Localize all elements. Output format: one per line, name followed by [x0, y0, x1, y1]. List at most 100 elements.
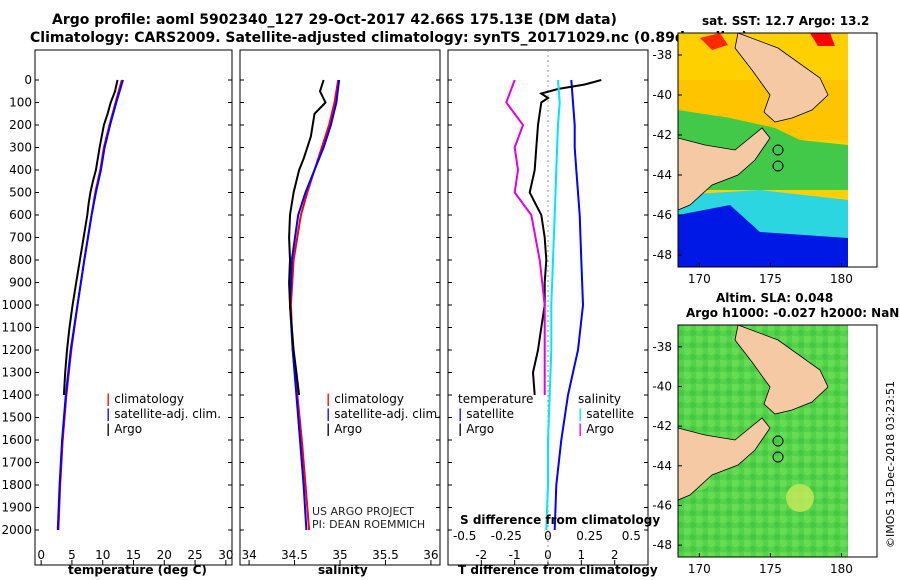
legend-argo: Argo: [586, 422, 615, 436]
series-line: [56, 79, 124, 531]
s-tick-label: 0.5: [622, 529, 641, 543]
y-tick-label: 600: [9, 208, 32, 222]
map-y-tick-label: -48: [652, 538, 672, 552]
map-y-tick-label: -48: [652, 248, 672, 262]
series-line: [57, 79, 123, 531]
x-tick-label: 1: [578, 548, 586, 562]
legend-satellite: satellite: [466, 407, 515, 421]
y-tick-label: 900: [9, 276, 32, 290]
s-tick-label: 0: [544, 529, 552, 543]
temperature-legend: | climatology | satellite-adj. clim. | A…: [106, 392, 222, 436]
series-line: [288, 79, 341, 531]
legend-climatology: climatology: [334, 392, 404, 406]
series-line: [528, 79, 602, 396]
x-tick-label: -2: [475, 548, 487, 562]
y-tick-label: 1600: [1, 433, 32, 447]
map-x-tick-label: 180: [830, 272, 853, 286]
y-tick-label: 200: [9, 118, 32, 132]
temperature-panel: 0 5 10 15 20 25 300100200300400500600700800900…: [1, 49, 233, 566]
x-tick-label: 36: [423, 548, 438, 562]
series-line: [553, 79, 585, 531]
x-tick-label: 15: [126, 548, 141, 562]
map-x-tick-label: 180: [830, 562, 853, 576]
map-y-tick-label: -44: [652, 168, 672, 182]
s-difference-xlabel: S difference from climatology: [460, 513, 661, 527]
project-credit: US ARGO PROJECT PI: DEAN ROEMMICH: [312, 505, 425, 531]
series-line: [288, 79, 327, 396]
legend-title: temperature: [458, 392, 534, 406]
y-tick-label: 800: [9, 253, 32, 267]
x-tick-label: 34: [241, 548, 256, 562]
y-tick-label: 1100: [1, 321, 32, 335]
sla-map-title: Altim. SLA: 0.048: [716, 291, 834, 305]
y-tick-label: 1800: [1, 478, 32, 492]
chart-title-line2: Climatology: CARS2009. Satellite-adjuste…: [30, 30, 748, 46]
project-name: US ARGO PROJECT: [312, 505, 414, 518]
y-tick-label: 1200: [1, 343, 32, 357]
map-x-tick-label: 175: [759, 272, 782, 286]
series-line: [62, 79, 119, 396]
map-x-tick-label: 170: [688, 562, 711, 576]
legend-title: salinity: [578, 392, 622, 406]
legend-argo: Argo: [114, 422, 143, 436]
chart-title-line1: Argo profile: aoml 5902340_127 29-Oct-20…: [52, 12, 617, 28]
y-tick-label: 700: [9, 231, 32, 245]
map-x-tick-label: 170: [688, 272, 711, 286]
legend-satellite-adj: satellite-adj. clim.: [334, 407, 442, 421]
legend-climatology: climatology: [114, 392, 184, 406]
legend-argo: Argo: [334, 422, 363, 436]
s-tick-label: -0.5: [453, 529, 476, 543]
y-tick-label: 1900: [1, 501, 32, 515]
map-x-tick-label: 175: [759, 562, 782, 576]
s-tick-label: 0.25: [576, 529, 603, 543]
map-y-tick-label: -42: [652, 419, 672, 433]
map-y-tick-label: -38: [652, 340, 672, 354]
salinity-legend: | climatology | satellite-adj. clim. | A…: [326, 392, 442, 436]
x-tick-label: 2: [611, 548, 619, 562]
series-line: [505, 79, 546, 395]
difference-salinity-legend: salinity | satellite | Argo: [578, 392, 635, 436]
y-tick-label: 500: [9, 186, 32, 200]
x-tick-label: 5: [68, 548, 76, 562]
s-tick-label: -0.25: [491, 529, 522, 543]
legend-satellite-adj: satellite-adj. clim.: [114, 407, 222, 421]
t-difference-xlabel: T difference from climatology: [458, 563, 658, 577]
y-tick-label: 1500: [1, 411, 32, 425]
map-y-tick-label: -42: [652, 128, 672, 142]
y-tick-label: 1000: [1, 298, 32, 312]
map-y-tick-label: -40: [652, 379, 672, 393]
x-tick-label: -1: [509, 548, 521, 562]
sst-map: 170 175 180 -38 -40 -42 -44 -46 -48: [652, 32, 878, 286]
x-tick-label: 0: [37, 548, 45, 562]
sst-map-title: sat. SST: 12.7 Argo: 13.2: [702, 14, 870, 28]
x-tick-label: 10: [95, 548, 110, 562]
salinity-xlabel: salinity: [318, 563, 368, 577]
y-tick-label: 0: [24, 73, 32, 87]
x-tick-label: 34.5: [281, 548, 308, 562]
x-tick-label: 30: [218, 548, 233, 562]
y-tick-label: 100: [9, 96, 32, 110]
y-tick-label: 1400: [1, 388, 32, 402]
x-tick-label: 35.5: [372, 548, 399, 562]
legend-argo: Argo: [466, 422, 495, 436]
map-y-tick-label: -38: [652, 48, 672, 62]
legend-satellite: satellite: [586, 407, 635, 421]
series-line: [289, 79, 340, 531]
y-tick-label: 2000: [1, 523, 32, 537]
salinity-panel: 34 34.5 35 35.5 36: [239, 49, 441, 566]
map-y-tick-label: -40: [652, 88, 672, 102]
x-tick-label: 35: [332, 548, 347, 562]
y-tick-label: 1300: [1, 366, 32, 380]
sla-map: 170 175 180 -38 -40 -42 -44 -46 -48: [652, 324, 878, 576]
series-line: [545, 79, 561, 531]
map-y-tick-label: -46: [652, 498, 672, 512]
map-y-tick-label: -44: [652, 459, 672, 473]
imos-credit: ©IMOS 13-Dec-2018 03:23:51: [884, 381, 897, 548]
y-tick-label: 300: [9, 141, 32, 155]
x-tick-label: 25: [187, 548, 202, 562]
sla-map-subtitle: Argo h1000: -0.027 h2000: NaN: [686, 306, 900, 320]
y-tick-label: 1700: [1, 456, 32, 470]
x-tick-label: 20: [157, 548, 172, 562]
